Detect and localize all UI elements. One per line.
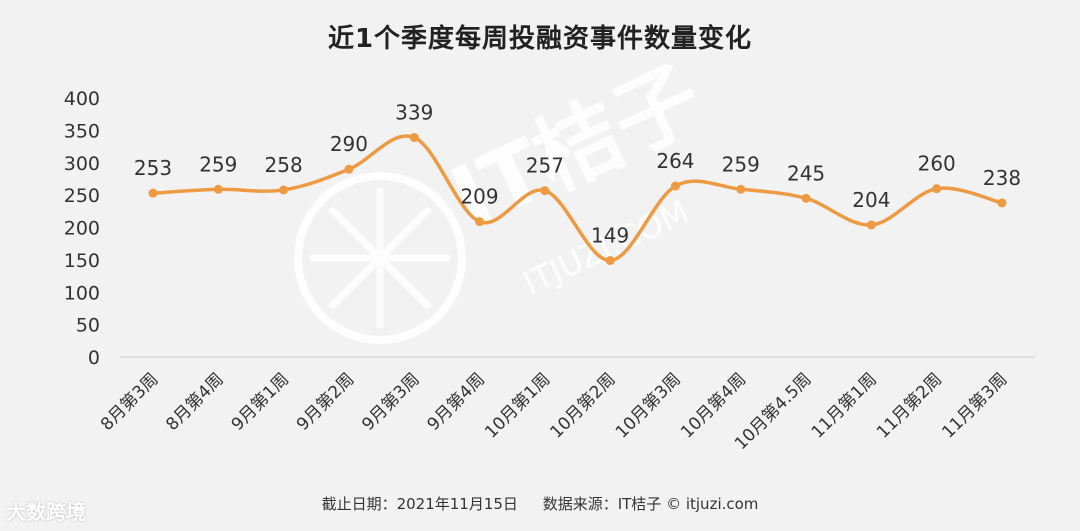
y-tick-label: 350	[64, 120, 100, 142]
data-label: 339	[395, 100, 433, 124]
data-label: 257	[526, 154, 564, 178]
x-tick-label: 9月第1周	[228, 369, 294, 435]
data-label: 149	[591, 224, 629, 248]
y-tick-label: 400	[64, 88, 100, 110]
footer: 截止日期：2021年11月15日 数据来源：IT桔子 © itjuzi.com	[0, 493, 1080, 514]
y-tick-label: 0	[88, 347, 100, 369]
y-tick-label: 200	[64, 218, 100, 240]
x-tick-label: 9月第3周	[358, 369, 424, 435]
footer-source: 数据来源：IT桔子 © itjuzi.com	[542, 495, 759, 513]
data-label: 290	[330, 132, 368, 156]
data-label: 258	[265, 153, 303, 177]
x-tick-label: 10月第3周	[612, 369, 685, 442]
series-path	[152, 134, 1003, 263]
x-tick-label: 10月第2周	[547, 369, 620, 442]
data-label: 204	[852, 188, 890, 212]
x-tick-label: 8月第4周	[162, 369, 228, 435]
x-tick-label: 8月第3周	[97, 369, 163, 435]
chart-title: 近1个季度每周投融资事件数量变化	[327, 24, 753, 54]
data-label: 245	[787, 161, 825, 185]
y-tick-label: 150	[64, 250, 100, 272]
data-label: 259	[722, 152, 760, 176]
data-point	[279, 185, 289, 195]
data-label: 264	[656, 149, 694, 173]
watermark-logo	[294, 172, 466, 344]
watermark-logo-segment	[328, 206, 383, 261]
y-tick-label: 50	[76, 315, 100, 337]
x-tick-label: 11月第2周	[873, 369, 946, 442]
watermark-logo-segment	[377, 255, 432, 310]
x-tick-label: 11月第3周	[938, 369, 1011, 442]
x-tick-label: 11月第1周	[808, 369, 881, 442]
series-line	[148, 132, 1007, 266]
data-point	[148, 188, 158, 198]
data-point	[409, 132, 419, 142]
data-point	[997, 198, 1007, 208]
corner-logo: 大数跨境	[6, 500, 86, 524]
data-label: 259	[199, 152, 237, 176]
watermark-logo-segment	[328, 255, 383, 310]
x-tick-label: 9月第4周	[424, 369, 490, 435]
data-point	[736, 184, 746, 194]
data-labels: 253 259 258 290 339 209 257 149 264 259 245 204 260 2…	[134, 100, 1021, 247]
y-tick-label: 100	[64, 282, 100, 304]
x-tick-label: 9月第2周	[293, 369, 359, 435]
data-point	[344, 164, 354, 174]
data-point	[475, 217, 485, 227]
data-point	[540, 186, 550, 196]
data-label: 260	[918, 152, 956, 176]
data-label: 253	[134, 156, 172, 180]
y-tick-label: 300	[64, 153, 100, 175]
data-point	[866, 220, 876, 230]
data-label: 238	[983, 166, 1021, 190]
footer-date: 截止日期：2021年11月15日	[321, 495, 518, 513]
data-point	[605, 256, 615, 266]
data-point	[213, 184, 223, 194]
watermark-logo-segment	[377, 206, 432, 261]
x-tick-label: 10月第1周	[481, 369, 554, 442]
data-point	[670, 181, 680, 191]
data-point	[801, 193, 811, 203]
data-label: 209	[460, 185, 498, 209]
y-tick-label: 250	[64, 185, 100, 207]
data-point	[932, 184, 942, 194]
